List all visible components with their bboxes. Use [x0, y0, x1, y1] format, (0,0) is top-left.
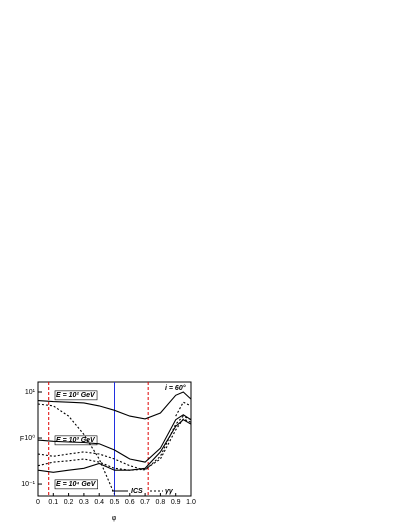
x-axis-label: φ	[112, 515, 117, 522]
annotation: E = 10³ GeV	[56, 437, 96, 444]
series-line	[37, 414, 192, 463]
annotation: E = 10⁴ GeV	[56, 481, 97, 488]
series-line	[37, 415, 192, 471]
y-tick-label: 10⁰	[24, 434, 35, 442]
x-tick-label: 0.9	[171, 499, 181, 506]
y-axis-label: F	[20, 436, 24, 443]
x-tick-label: 0	[36, 499, 40, 506]
x-tick-label: 0.2	[64, 499, 74, 506]
annotation-box	[54, 435, 98, 446]
x-tick-label: 0.7	[140, 499, 150, 506]
x-tick-label: 0.3	[79, 499, 89, 506]
annotation: E = 10² GeV	[56, 392, 96, 399]
x-tick-label: 0.4	[94, 499, 104, 506]
legend-label: ICS	[131, 488, 143, 495]
x-tick-label: 0.8	[156, 499, 166, 506]
legend-label: γγ	[165, 488, 174, 495]
series-line	[37, 419, 192, 473]
annotation-box	[54, 390, 98, 401]
x-tick-label: 0.6	[125, 499, 135, 506]
x-tick-label: 1.0	[186, 499, 196, 506]
x-tick-label: 0.1	[48, 499, 58, 506]
series-line	[37, 418, 192, 471]
annotation: i = 60°	[165, 384, 186, 392]
y-tick-label: 10¹	[25, 389, 36, 396]
annotation-box	[54, 479, 98, 490]
y-tick-label: 10⁻¹	[21, 481, 35, 488]
series-line	[37, 391, 192, 420]
x-tick-label: 0.5	[110, 499, 120, 506]
